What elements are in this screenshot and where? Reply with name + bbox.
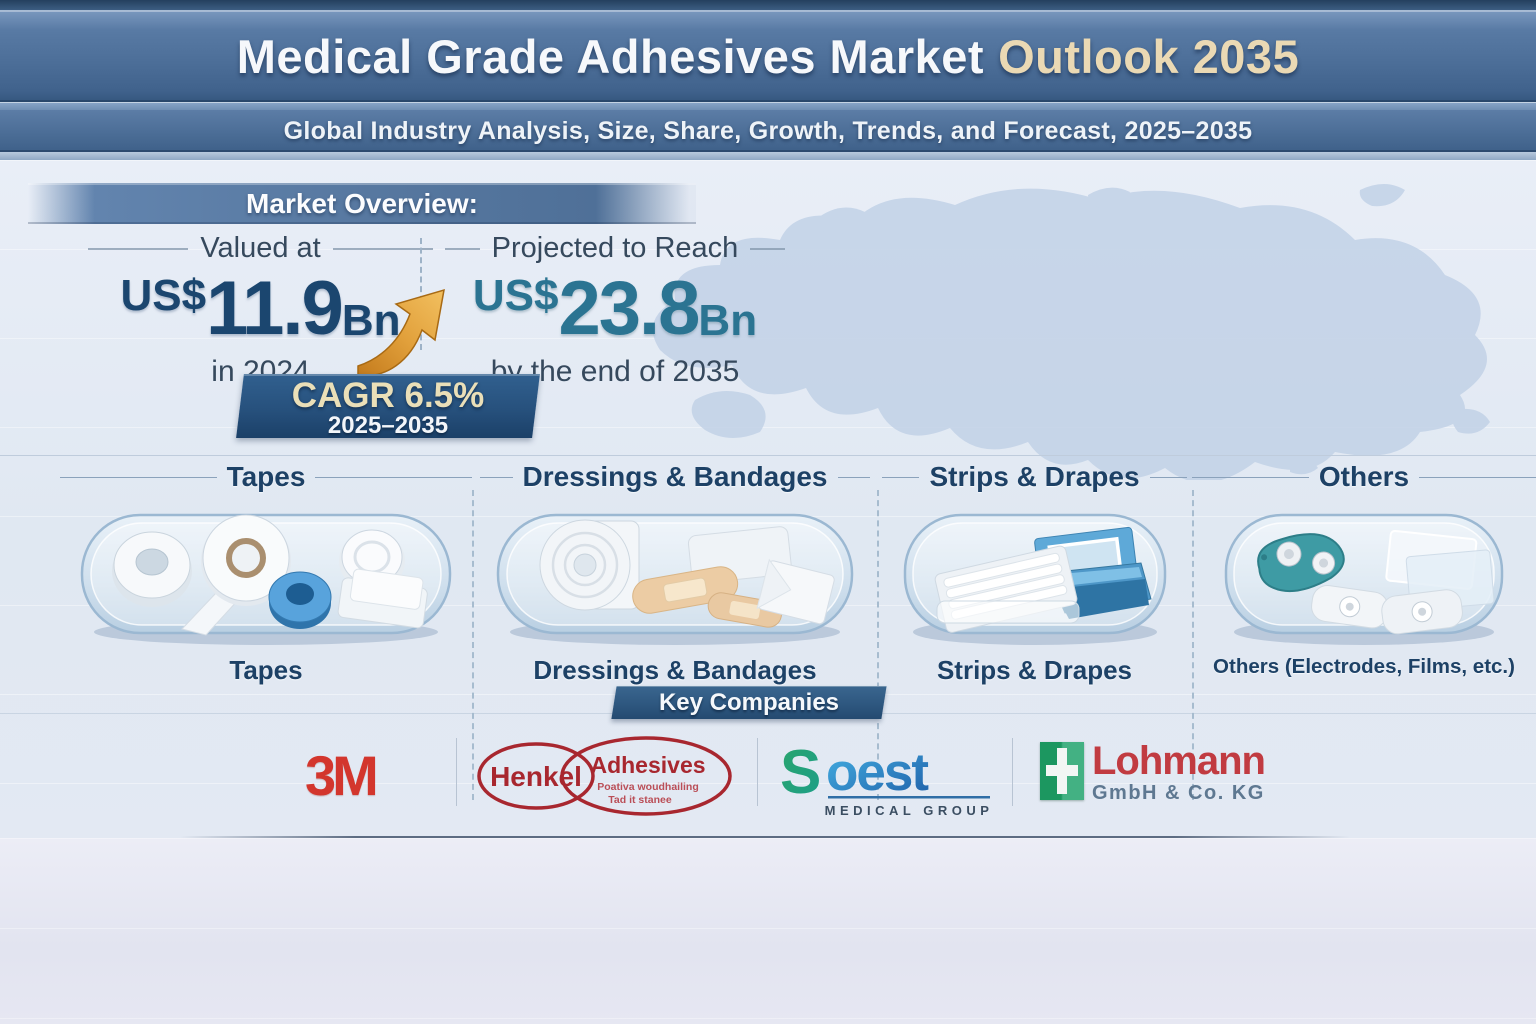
- category-dressings-bandages: Dressings & Bandages: [480, 455, 870, 685]
- cagr-period: 2025–2035: [327, 412, 449, 439]
- content-area: Market Overview: Valued at US$ 11.9 Bn in …: [0, 160, 1536, 838]
- projected-block: Projected to Reach US$ 23.8 Bn by the end …: [445, 232, 785, 389]
- subtitle-band: Global Industry Analysis, Size, Share, G…: [0, 110, 1536, 152]
- soest-medical-group-text: MEDICAL GROUP: [825, 803, 994, 818]
- title-band: Medical Grade Adhesives Market Outlook 20…: [0, 10, 1536, 102]
- valued-at-label: Valued at: [88, 232, 433, 265]
- category-divider: [472, 490, 474, 800]
- header-banner: Medical Grade Adhesives Market Outlook 20…: [0, 0, 1536, 160]
- bottom-blank-area: [0, 838, 1536, 1024]
- market-value-2035: US$ 23.8 Bn: [445, 271, 785, 347]
- logo-3m: 3M: [305, 744, 379, 807]
- category-header-others: Others: [1192, 461, 1536, 493]
- value-number: 23.8: [558, 266, 701, 351]
- market-overview-banner: Market Overview:: [28, 183, 696, 224]
- category-label-dressings: Dressings & Bandages: [533, 655, 817, 685]
- strips-drapes-illustration: [903, 513, 1166, 645]
- cagr-banner: CAGR 6.5% 2025–2035: [236, 374, 540, 439]
- logo-separator: [1012, 738, 1013, 806]
- electrodes-films-illustration: [1224, 513, 1504, 645]
- growth-arrow-icon: [357, 288, 445, 377]
- henkel-tagline-line1: Poativa woudhailing: [597, 781, 699, 793]
- header-top-strip: [0, 0, 1536, 10]
- lohmann-wordmark: Lohmann: [1092, 739, 1266, 783]
- value-unit: Bn: [341, 296, 401, 345]
- logo-separator: [757, 738, 758, 806]
- header-divider: [0, 102, 1536, 110]
- henkel-adhesives-text: Adhesives: [590, 752, 705, 778]
- key-companies-title: Key Companies: [658, 689, 840, 716]
- soest-initial: S: [780, 738, 821, 807]
- logo-henkel-adhesives: Henkel Adhesives Poativa woudhailing Tad…: [477, 736, 732, 816]
- soest-rest: oest: [826, 743, 928, 802]
- lohmann-cross-icon: [1040, 742, 1084, 800]
- henkel-wordmark: Henkel: [490, 761, 582, 792]
- category-tapes: Tapes: [60, 455, 472, 685]
- bottom-divider-line: [180, 836, 1350, 838]
- market-value-2024: US$ 11.9 Bn: [88, 271, 433, 347]
- category-header-dressings: Dressings & Bandages: [480, 461, 870, 493]
- logo-separator: [456, 738, 457, 806]
- projected-label: Projected to Reach: [445, 232, 785, 265]
- category-label-others: Others (Electrodes, Films, etc.): [1213, 655, 1515, 678]
- page-title: Medical Grade Adhesives Market Outlook 20…: [237, 29, 1299, 84]
- page-subtitle: Global Industry Analysis, Size, Share, G…: [283, 116, 1253, 145]
- category-label-tapes: Tapes: [229, 655, 303, 685]
- page-title-main: Medical Grade Adhesives Market: [236, 29, 985, 83]
- overview-column-divider: [420, 238, 422, 350]
- category-header-tapes: Tapes: [60, 461, 472, 493]
- value-number: 11.9: [206, 266, 344, 351]
- header-bottom-strip: [0, 152, 1536, 160]
- medical-tapes-illustration: [80, 513, 451, 645]
- page-title-accent: Outlook 2035: [998, 29, 1300, 83]
- category-header-strips: Strips & Drapes: [882, 461, 1187, 493]
- logo-lohmann: Lohmann GmbH & Co. KG: [1040, 739, 1266, 805]
- category-others: Others: [1192, 455, 1536, 685]
- category-divider: [877, 490, 879, 800]
- key-companies-banner: Key Companies: [611, 686, 887, 719]
- henkel-tagline-line2: Tad it stanee: [608, 794, 672, 806]
- category-label-strips: Strips & Drapes: [936, 655, 1133, 685]
- cagr-value: CAGR 6.5%: [291, 376, 485, 415]
- logo-soest-medical-group: S oest MEDICAL GROUP: [780, 738, 994, 818]
- value-unit: Bn: [698, 296, 758, 345]
- market-overview-title: Market Overview:: [246, 187, 478, 219]
- lohmann-gmbh-text: GmbH & Co. KG: [1092, 782, 1265, 804]
- category-divider: [1192, 490, 1194, 800]
- currency-prefix: US$: [472, 271, 559, 320]
- divider-line: [0, 455, 1536, 456]
- category-strips-drapes: Strips & Drapes: [882, 455, 1187, 685]
- currency-prefix: US$: [120, 271, 207, 320]
- dressings-bandages-illustration: [496, 513, 854, 645]
